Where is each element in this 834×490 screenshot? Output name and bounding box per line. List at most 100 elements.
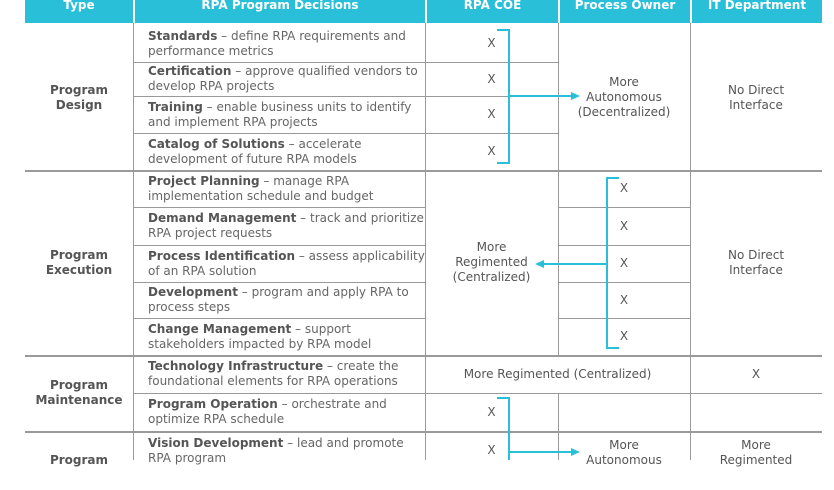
maintenance-it: X	[751, 366, 761, 381]
group-divider	[25, 355, 822, 357]
separator: –	[284, 136, 299, 151]
row-divider	[425, 62, 558, 63]
row-divider	[558, 207, 690, 208]
decision-row: Demand Management – track and prioritize…	[133, 207, 425, 245]
decision-title: Catalog of Solutions	[148, 136, 285, 151]
separator: –	[237, 285, 252, 299]
operation-bracket	[497, 397, 510, 460]
header-decisions: RPA Program Decisions	[133, 0, 425, 23]
maintenance-coe-po: More Regimented (Centralized)	[463, 366, 652, 381]
decision-title: Demand Management	[148, 211, 297, 225]
decision-desc: assess applicability of an RPA solution	[148, 248, 425, 278]
row-divider	[558, 282, 690, 283]
row-divider	[558, 318, 690, 319]
decision-title: Technology Infrastructure	[148, 359, 324, 373]
group-divider	[25, 431, 822, 433]
mark-x: X	[619, 218, 629, 233]
decision-row: Program Operation – orchestrate and opti…	[133, 393, 425, 431]
mark-x: X	[619, 256, 629, 270]
decision-title: Development	[148, 285, 238, 299]
decision-row: Process Identification – assess applicab…	[133, 245, 425, 282]
decision-desc: support stakeholders impacted by RPA mod…	[148, 321, 372, 351]
column-divider	[133, 23, 134, 460]
decision-title: Program Operation	[148, 397, 278, 411]
group-divider	[25, 170, 822, 172]
row-divider	[425, 133, 558, 134]
decision-desc: accelerate development of future RPA mod…	[148, 136, 362, 166]
decision-title: Process Identification	[148, 248, 295, 263]
row-divider	[133, 62, 425, 63]
decision-desc: define RPA requirements and performance …	[148, 28, 406, 58]
row-divider	[558, 245, 690, 246]
column-divider	[558, 23, 559, 355]
mark-x: X	[487, 71, 496, 86]
mark-x: X	[619, 329, 629, 343]
decision-desc: track and prioritize RPA project request…	[148, 211, 424, 240]
row-divider	[133, 393, 425, 394]
decision-row: Certification – approve qualified vendor…	[133, 62, 425, 96]
decision-desc: create the foundational elements for RPA…	[148, 359, 399, 388]
mark-x: X	[487, 36, 496, 50]
bracket-arrows	[497, 29, 619, 460]
decision-desc: orchestrate and optimize RPA schedule	[148, 397, 387, 426]
mark-x: X	[487, 107, 496, 121]
row-divider	[133, 318, 425, 319]
row-divider	[133, 207, 425, 208]
design-process-owner: More Autonomous (Decentralized)	[577, 75, 671, 119]
separator: –	[296, 211, 310, 225]
separator: –	[231, 64, 246, 78]
row-divider	[133, 133, 425, 134]
separator: –	[202, 99, 217, 114]
design-bracket	[497, 29, 510, 164]
decision-desc: program and apply RPA to process steps	[148, 285, 409, 314]
row-divider	[425, 96, 558, 97]
decision-title: Project Planning	[148, 173, 260, 188]
execution-bracket	[606, 177, 619, 349]
separator: –	[291, 321, 305, 336]
decision-row: Standards – define RPA requirements and …	[133, 25, 425, 62]
row-divider	[425, 393, 822, 394]
header-it: IT Department	[690, 0, 822, 23]
type-design: Program Design	[49, 82, 109, 112]
type-maintenance: Program Maintenance	[35, 378, 123, 407]
header-coe: RPA COE	[425, 0, 558, 23]
mark-x: X	[619, 181, 629, 195]
row-divider	[133, 96, 425, 97]
mark-x: X	[487, 404, 496, 419]
column-divider	[558, 393, 559, 460]
decision-title: Vision Development	[148, 435, 284, 450]
row-divider	[133, 282, 425, 283]
decision-row: Catalog of Solutions – accelerate develo…	[133, 133, 425, 170]
type-execution: Program Execution	[45, 247, 113, 277]
decision-row: Technology Infrastructure – create the f…	[133, 355, 425, 393]
separator: –	[259, 173, 274, 188]
decision-desc: approve qualified vendors to develop RPA…	[148, 64, 418, 93]
decision-desc: manage RPA implementation schedule and b…	[148, 173, 374, 203]
decision-row: Change Management – support stakeholders…	[133, 318, 425, 355]
execution-coe: More Regimented (Centralized)	[452, 240, 531, 284]
mark-x: X	[487, 144, 496, 158]
header-process-owner: Process Owner	[558, 0, 690, 23]
decision-desc: enable business units to identify and im…	[148, 99, 412, 129]
decision-title: Training	[148, 99, 203, 114]
decision-row: Development – program and apply RPA to p…	[133, 282, 425, 318]
decision-row: Training – enable business units to iden…	[133, 96, 425, 133]
header-type: Type	[25, 0, 133, 23]
mark-x: X	[487, 443, 496, 457]
decision-title: Change Management	[148, 321, 292, 336]
separator: –	[323, 359, 337, 373]
row-divider	[133, 245, 425, 246]
separator: –	[295, 248, 309, 263]
row-divider	[133, 431, 425, 432]
column-divider	[690, 23, 691, 460]
separator: –	[283, 435, 297, 450]
separator: –	[277, 397, 292, 411]
column-divider	[425, 23, 426, 460]
design-it: No Direct Interface	[727, 82, 785, 112]
separator: –	[217, 28, 231, 43]
decision-title: Standards	[148, 28, 218, 43]
decision-row: Project Planning – manage RPA implementa…	[133, 170, 425, 207]
execution-it: No Direct Interface	[727, 247, 785, 277]
mark-x: X	[619, 292, 629, 307]
decision-title: Certification	[148, 64, 232, 78]
